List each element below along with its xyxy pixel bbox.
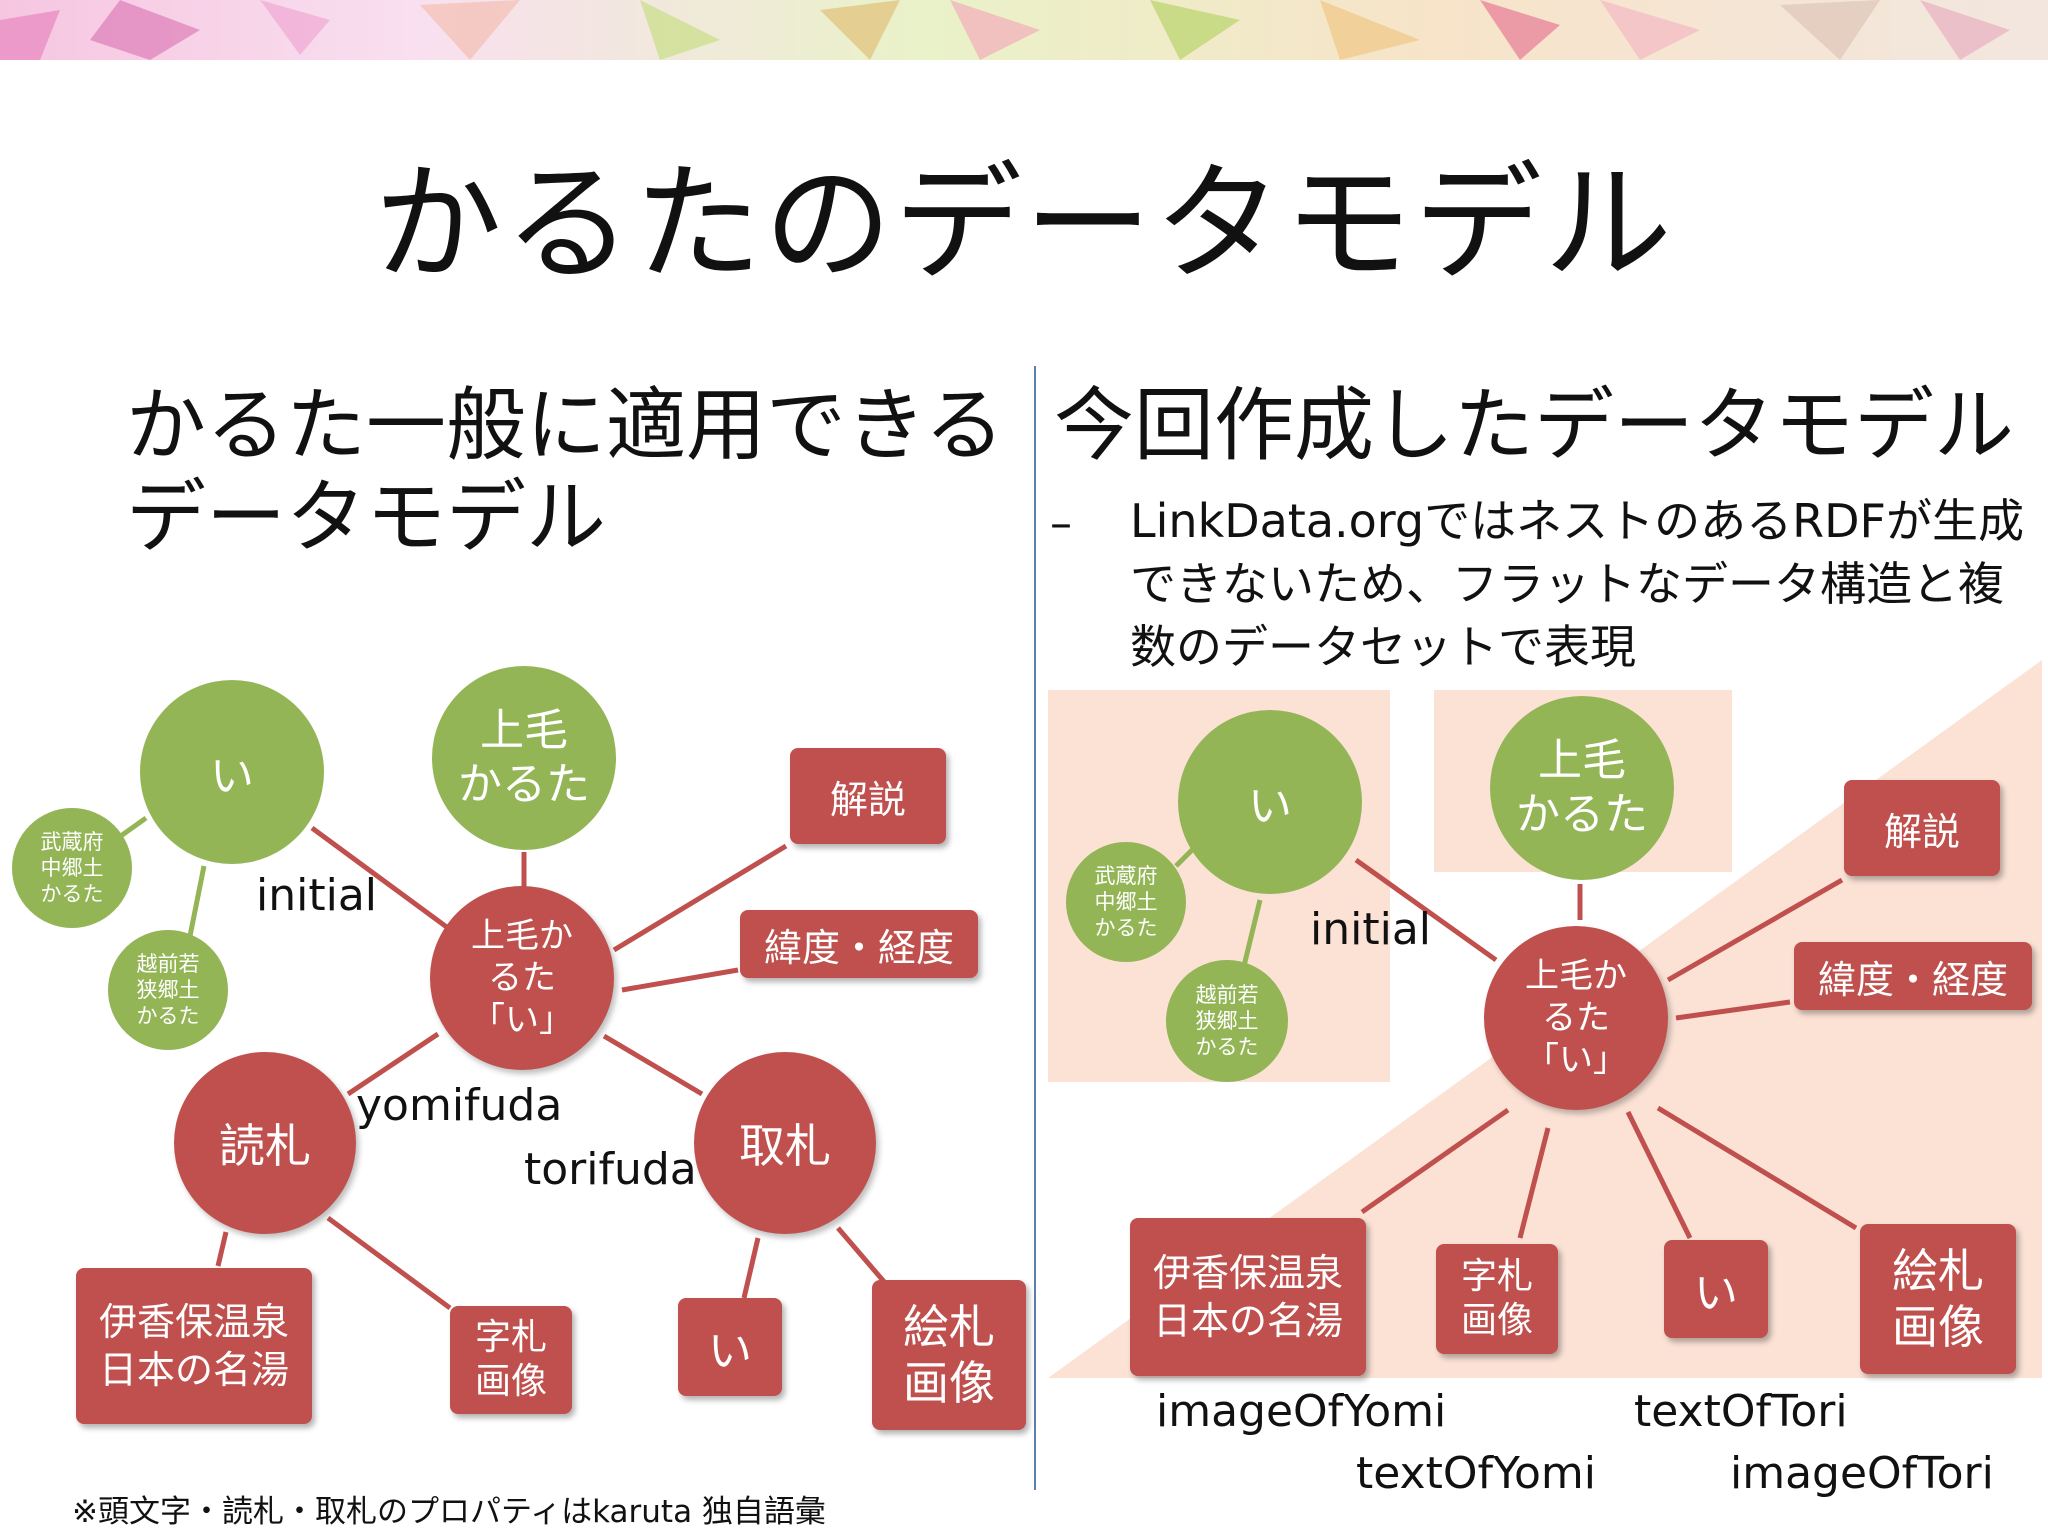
label-torifuda: torifuda: [524, 1144, 697, 1195]
decorative-banner: [0, 0, 2048, 60]
edge-tori-i: [741, 1237, 761, 1299]
edge-echizen: [187, 865, 207, 937]
edge-jifuda: [326, 1215, 452, 1311]
node-r-initial-i: い: [1178, 710, 1362, 894]
label-r-initial: initial: [1310, 904, 1431, 955]
left-heading: かるた一般に適用できる データモデル: [126, 379, 1005, 564]
label-initial: initial: [256, 870, 377, 921]
label-imageOfTori: imageOfTori: [1730, 1448, 1994, 1499]
edge-yomifuda: [346, 1031, 440, 1097]
edge-r-jifuda: [1517, 1127, 1551, 1239]
node-echizen-karuta: 越前若 狭郷土 かるた: [108, 930, 228, 1050]
edge-kaisetsu: [612, 843, 788, 953]
node-r-jifuda-image: 字札 画像: [1436, 1244, 1558, 1354]
node-latlng: 緯度・経度: [740, 910, 978, 978]
node-kaisetsu: 解説: [790, 748, 946, 844]
node-torifuda: 取札: [694, 1052, 876, 1234]
label-textOfYomi: textOfYomi: [1356, 1448, 1597, 1499]
node-r-musashi-karuta: 武蔵府 中郷土 かるた: [1066, 842, 1186, 962]
edge-r-musashi: [1174, 846, 1196, 868]
label-yomifuda: yomifuda: [356, 1080, 563, 1131]
edge-r-echizen: [1241, 899, 1263, 967]
edge-r-kaisetsu: [1666, 877, 1844, 983]
edge-r-initial: [1354, 857, 1498, 963]
node-r-echizen-karuta: 越前若 狭郷土 かるた: [1166, 960, 1288, 1082]
edge-musashi: [116, 815, 148, 841]
column-divider: [1034, 366, 1036, 1490]
edge-r-efuda: [1656, 1105, 1858, 1231]
node-r-kaisetsu: 解説: [1844, 780, 2000, 876]
node-ikaho-text: 伊香保温泉 日本の名湯: [76, 1268, 312, 1424]
edge-torifuda: [602, 1033, 704, 1097]
bullet-dash: –: [1050, 498, 1072, 549]
node-efuda-image: 絵札 画像: [872, 1280, 1026, 1430]
edge-r-ikaho: [1360, 1107, 1510, 1215]
label-imageOfYomi: imageOfYomi: [1156, 1386, 1447, 1437]
node-musashi-karuta: 武蔵府 中郷土 かるた: [12, 808, 132, 928]
right-description: LinkData.orgではネストのあるRDFが生成できないため、フラットなデー…: [1130, 494, 2024, 674]
edge-ikaho: [215, 1231, 229, 1267]
footnote: ※頭文字・読札・取札のプロパティはkaruta 独自語彙: [72, 1494, 826, 1530]
edge-initial: [310, 825, 450, 931]
edge-latlng: [621, 967, 739, 993]
node-r-efuda-image: 絵札 画像: [1860, 1224, 2016, 1374]
edge-efuda: [836, 1226, 888, 1286]
right-heading: 今回作成したデータモデル: [1054, 379, 2014, 472]
left-diagram-edges: [116, 815, 888, 1311]
node-center-card: 上毛か るた 「い」: [430, 886, 614, 1070]
node-jifuda-image: 字札 画像: [450, 1306, 572, 1414]
leaf-banner-image: [0, 0, 2048, 60]
node-r-kozuke-karuta: 上毛 かるた: [1490, 696, 1674, 880]
node-yomifuda: 読札: [174, 1052, 356, 1234]
node-kozuke-karuta: 上毛 かるた: [432, 666, 616, 850]
page-title: かるたのデータモデル: [373, 150, 1674, 299]
node-r-tori-i: い: [1664, 1240, 1768, 1338]
node-r-latlng: 緯度・経度: [1794, 942, 2032, 1010]
node-initial-i: い: [140, 680, 324, 864]
node-r-ikaho-text: 伊香保温泉 日本の名湯: [1130, 1218, 1366, 1376]
label-textOfTori: textOfTori: [1634, 1386, 1848, 1437]
edge-r-latlng: [1675, 999, 1791, 1021]
node-r-center-card: 上毛か るた 「い」: [1484, 926, 1668, 1110]
edge-r-tori-i: [1625, 1110, 1693, 1240]
node-tori-i: い: [678, 1298, 782, 1396]
